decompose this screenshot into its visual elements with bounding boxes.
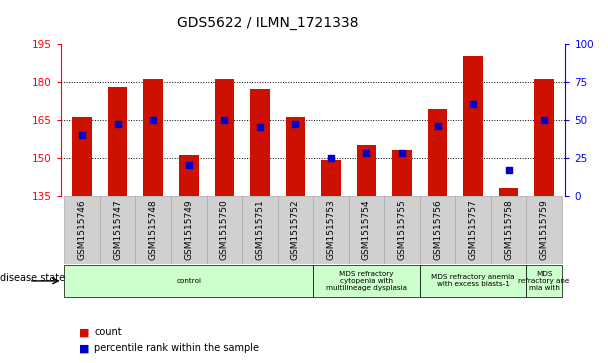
Text: GSM1515754: GSM1515754 xyxy=(362,199,371,260)
Text: ■: ■ xyxy=(79,327,89,337)
Bar xyxy=(207,196,242,264)
Text: GDS5622 / ILMN_1721338: GDS5622 / ILMN_1721338 xyxy=(177,16,358,30)
Bar xyxy=(250,89,269,196)
Text: MDS refractory anemia
with excess blasts-1: MDS refractory anemia with excess blasts… xyxy=(431,274,515,287)
Text: GSM1515750: GSM1515750 xyxy=(219,199,229,260)
Bar xyxy=(499,188,519,196)
Point xyxy=(468,102,478,107)
Bar xyxy=(534,79,554,196)
Text: MDS
refractory ane
mia with: MDS refractory ane mia with xyxy=(519,271,570,291)
Bar xyxy=(527,265,562,297)
Text: GSM1515759: GSM1515759 xyxy=(540,199,548,260)
Text: GSM1515755: GSM1515755 xyxy=(398,199,407,260)
Text: GSM1515758: GSM1515758 xyxy=(504,199,513,260)
Bar xyxy=(143,79,163,196)
Text: GSM1515746: GSM1515746 xyxy=(78,199,86,260)
Bar xyxy=(286,117,305,196)
Text: percentile rank within the sample: percentile rank within the sample xyxy=(94,343,259,354)
Text: GSM1515749: GSM1515749 xyxy=(184,199,193,260)
Point xyxy=(291,121,300,127)
Point xyxy=(255,125,264,130)
Text: MDS refractory
cytopenia with
multilineage dysplasia: MDS refractory cytopenia with multilinea… xyxy=(326,271,407,291)
Point xyxy=(326,155,336,160)
Bar xyxy=(64,196,100,264)
Bar xyxy=(136,196,171,264)
Bar xyxy=(420,196,455,264)
Bar xyxy=(455,196,491,264)
Text: GSM1515752: GSM1515752 xyxy=(291,199,300,260)
Text: GSM1515757: GSM1515757 xyxy=(469,199,477,260)
Point xyxy=(503,167,513,173)
Point xyxy=(362,150,371,156)
Bar xyxy=(313,196,348,264)
Point xyxy=(113,121,123,127)
Bar xyxy=(215,79,234,196)
Bar xyxy=(171,196,207,264)
Bar xyxy=(313,265,420,297)
Bar xyxy=(428,110,447,196)
Bar xyxy=(179,155,198,196)
Point xyxy=(184,162,193,168)
Bar xyxy=(278,196,313,264)
Bar xyxy=(100,196,136,264)
Point xyxy=(539,117,549,123)
Point xyxy=(219,117,229,123)
Bar xyxy=(108,87,128,196)
Text: ■: ■ xyxy=(79,343,89,354)
Bar xyxy=(321,160,340,196)
Bar xyxy=(491,196,527,264)
Bar xyxy=(64,265,313,297)
Text: count: count xyxy=(94,327,122,337)
Text: GSM1515756: GSM1515756 xyxy=(433,199,442,260)
Text: GSM1515747: GSM1515747 xyxy=(113,199,122,260)
Bar xyxy=(384,196,420,264)
Bar xyxy=(527,196,562,264)
Point xyxy=(433,123,443,129)
Bar xyxy=(463,56,483,196)
Point xyxy=(148,117,158,123)
Text: GSM1515753: GSM1515753 xyxy=(326,199,336,260)
Bar xyxy=(72,117,92,196)
Bar xyxy=(357,145,376,196)
Point xyxy=(77,132,87,138)
Text: GSM1515748: GSM1515748 xyxy=(149,199,157,260)
Point xyxy=(397,150,407,156)
Text: disease state: disease state xyxy=(0,273,65,283)
Text: GSM1515751: GSM1515751 xyxy=(255,199,264,260)
Bar xyxy=(242,196,278,264)
Bar xyxy=(420,265,527,297)
Bar xyxy=(392,150,412,196)
Bar xyxy=(348,196,384,264)
Text: control: control xyxy=(176,278,201,284)
